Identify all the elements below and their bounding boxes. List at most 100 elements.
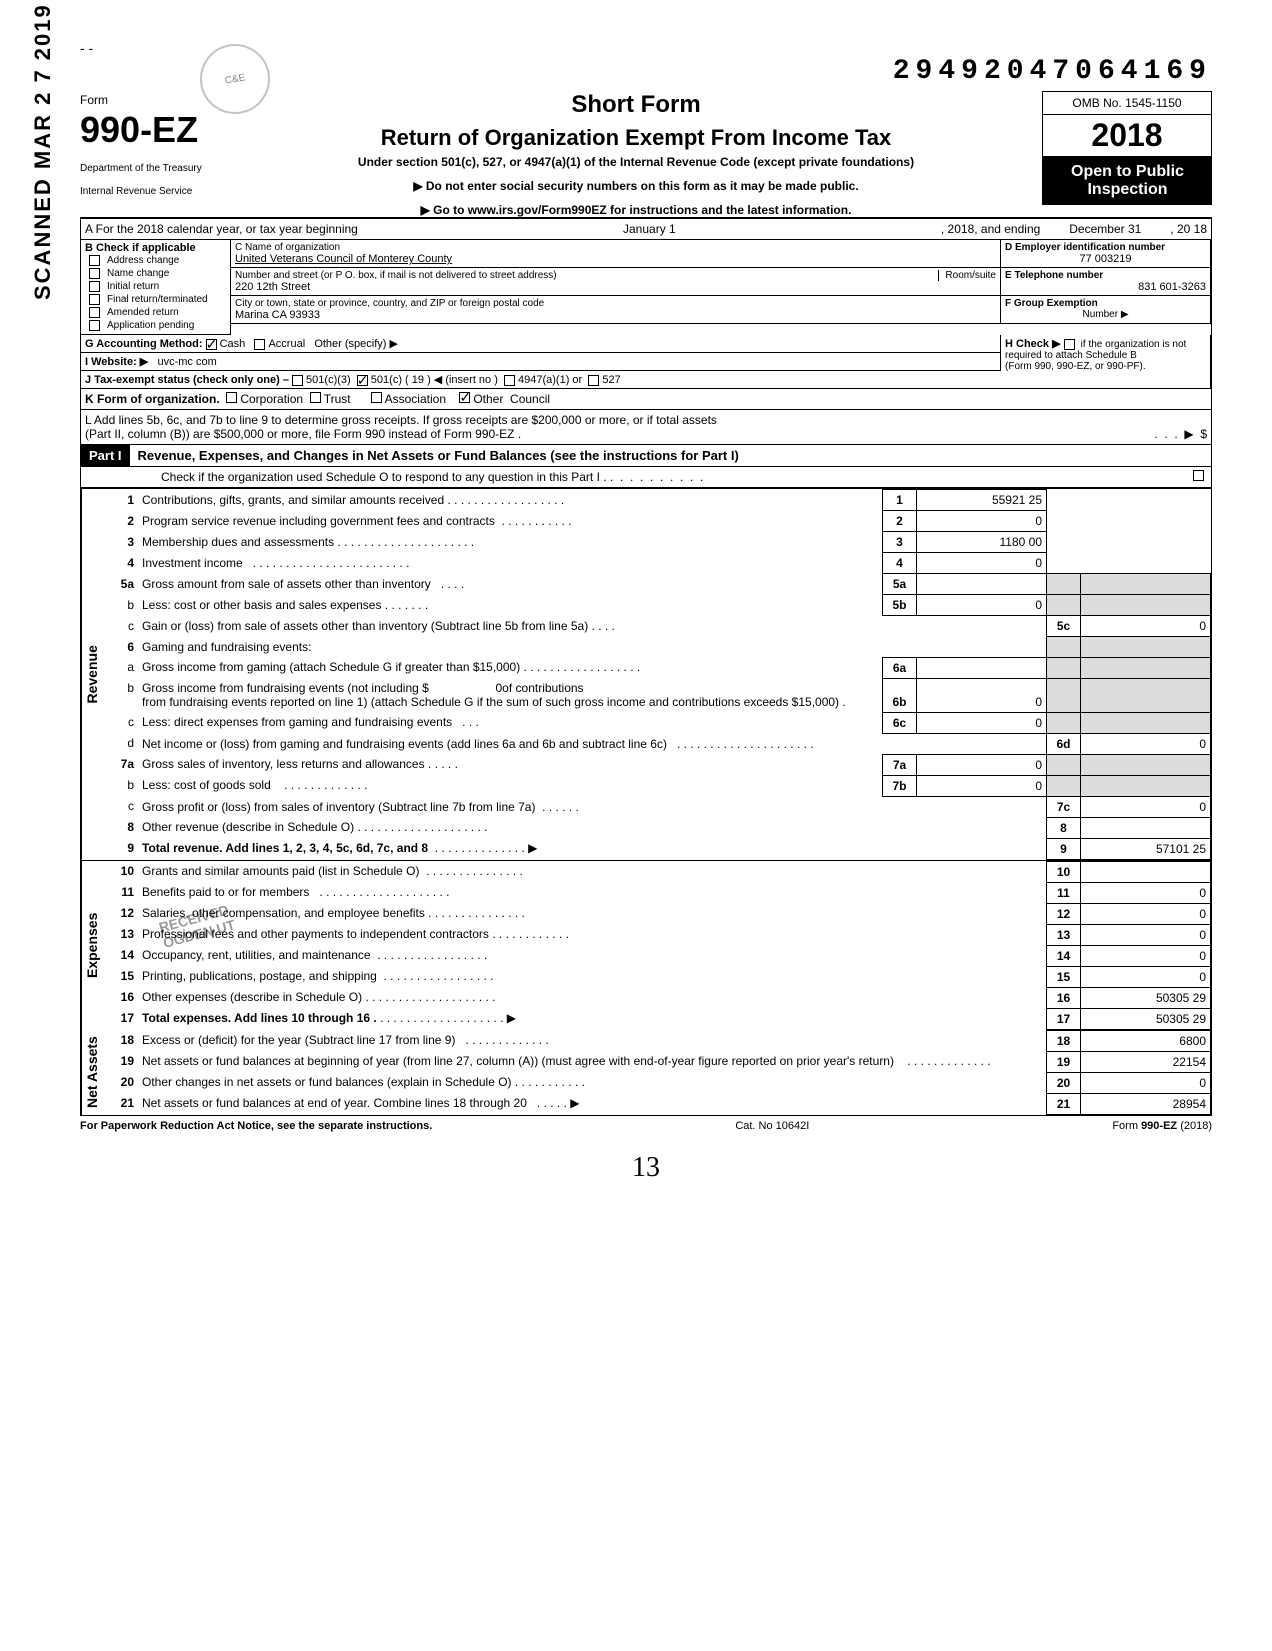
line-12-value: 0	[1081, 903, 1211, 924]
open-public-2: Inspection	[1047, 181, 1208, 199]
scanned-stamp: SCANNED MAR 2 7 2019	[30, 3, 56, 300]
label-initial-return: Initial return	[107, 281, 159, 292]
checkbox-amended-return[interactable]	[89, 307, 100, 318]
revenue-label: Revenue	[81, 489, 102, 860]
ein-value: 77 003219	[1005, 253, 1206, 265]
line-5c-text: Gain or (loss) from sale of assets other…	[138, 616, 1047, 637]
part1-title: Revenue, Expenses, and Changes in Net As…	[130, 448, 739, 463]
footer-cat: Cat. No 10642I	[735, 1120, 809, 1132]
line-15-value: 0	[1081, 966, 1211, 987]
line-5a-value	[917, 574, 1047, 595]
footer-left: For Paperwork Reduction Act Notice, see …	[80, 1120, 432, 1132]
city-label: City or town, state or province, country…	[235, 298, 996, 309]
line-7c-text: Gross profit or (loss) from sales of inv…	[138, 796, 1047, 817]
501c-paren: ) ◀ (insert no )	[427, 374, 498, 386]
label-accrual: Accrual	[268, 338, 305, 350]
line-12-text: Salaries, other compensation, and employ…	[138, 903, 1047, 924]
checkbox-other-org[interactable]	[459, 392, 470, 403]
checkbox-initial-return[interactable]	[89, 281, 100, 292]
section-l-line1: L Add lines 5b, 6c, and 7b to line 9 to …	[85, 413, 1207, 427]
label-trust: Trust	[324, 392, 351, 406]
h-text-2: required to attach Schedule B	[1005, 350, 1206, 361]
label-corporation: Corporation	[240, 392, 303, 406]
website-value: uvc-mc com	[157, 356, 216, 368]
section-e-label: E Telephone number	[1005, 270, 1206, 281]
line-10-text: Grants and similar amounts paid (list in…	[138, 861, 1047, 882]
footer-form: Form 990-EZ (2018)	[1112, 1120, 1212, 1132]
form-prefix: Form	[80, 93, 108, 107]
line-a-end: December 31	[1040, 222, 1170, 236]
checkbox-cash[interactable]	[206, 339, 217, 350]
open-public-1: Open to Public	[1047, 163, 1208, 181]
line-13-value: 0	[1081, 924, 1211, 945]
checkbox-name-change[interactable]	[89, 268, 100, 279]
line-1-value: 55921 25	[917, 490, 1047, 511]
section-l-line2: (Part II, column (B)) are $500,000 or mo…	[85, 427, 521, 441]
checkbox-corporation[interactable]	[226, 392, 237, 403]
checkbox-schedule-b[interactable]	[1064, 339, 1075, 350]
section-k-label: K Form of organization.	[85, 392, 220, 406]
checkbox-address-change[interactable]	[89, 255, 100, 266]
line-5a-text: Gross amount from sale of assets other t…	[138, 574, 883, 595]
line-6-text: Gaming and fundraising events:	[138, 637, 1047, 658]
label-cash: Cash	[220, 338, 246, 350]
line-18-text: Excess or (deficit) for the year (Subtra…	[138, 1030, 1047, 1051]
line-14-text: Occupancy, rent, utilities, and maintena…	[138, 945, 1047, 966]
checkbox-501c[interactable]	[357, 375, 368, 386]
line-7b-text: Less: cost of goods sold . . . . . . . .…	[138, 775, 883, 796]
return-title: Return of Organization Exempt From Incom…	[240, 125, 1032, 151]
line-a-start: January 1	[358, 222, 941, 236]
org-name: United Veterans Council of Monterey Coun…	[235, 253, 996, 265]
line-20-value: 0	[1081, 1072, 1211, 1093]
line-5b-text: Less: cost or other basis and sales expe…	[138, 595, 883, 616]
label-4947: 4947(a)(1) or	[518, 374, 582, 386]
line-2-text: Program service revenue including govern…	[138, 511, 883, 532]
line-8-text: Other revenue (describe in Schedule O) .…	[138, 817, 1047, 838]
line-17-value: 50305 29	[1081, 1008, 1211, 1029]
line-6d-value: 0	[1081, 733, 1211, 754]
line-20-text: Other changes in net assets or fund bala…	[138, 1072, 1047, 1093]
checkbox-final-return[interactable]	[89, 294, 100, 305]
line-10-value	[1081, 861, 1211, 882]
line-19-value: 22154	[1081, 1051, 1211, 1072]
line-18-value: 6800	[1081, 1030, 1211, 1051]
tax-year: 2018	[1043, 115, 1212, 157]
l-dollar: $	[1200, 427, 1207, 441]
checkbox-accrual[interactable]	[254, 339, 265, 350]
checkbox-527[interactable]	[588, 375, 599, 386]
label-other-method: Other (specify) ▶	[314, 338, 398, 350]
phone-value: 831 601-3263	[1005, 281, 1206, 293]
omb-number: OMB No. 1545-1150	[1043, 91, 1212, 115]
form-number: 990-EZ	[80, 109, 198, 150]
other-org-value: Council	[510, 392, 550, 406]
line-16-text: Other expenses (describe in Schedule O) …	[138, 987, 1047, 1008]
checkbox-part1-schedule-o[interactable]	[1193, 470, 1204, 481]
checkbox-trust[interactable]	[310, 392, 321, 403]
line-4-value: 0	[917, 553, 1047, 574]
line-6c-value: 0	[917, 712, 1047, 733]
line-7a-value: 0	[917, 754, 1047, 775]
room-label: Room/suite	[938, 270, 996, 281]
line-5b-value: 0	[917, 595, 1047, 616]
instruction-web: ▶ Go to www.irs.gov/Form990EZ for instru…	[240, 203, 1032, 217]
line-21-value: 28954	[1081, 1093, 1211, 1114]
section-i-label: I Website: ▶	[85, 356, 148, 368]
line-21-text: Net assets or fund balances at end of ye…	[138, 1093, 1047, 1114]
line-3-text: Membership dues and assessments . . . . …	[138, 532, 883, 553]
checkbox-4947[interactable]	[504, 375, 515, 386]
label-application-pending: Application pending	[107, 320, 194, 331]
line-7a-text: Gross sales of inventory, less returns a…	[138, 754, 883, 775]
line-19-text: Net assets or fund balances at beginning…	[138, 1051, 1047, 1072]
checkbox-application-pending[interactable]	[89, 320, 100, 331]
subtitle: Under section 501(c), 527, or 4947(a)(1)…	[240, 155, 1032, 169]
line-a-prefix: A For the 2018 calendar year, or tax yea…	[85, 222, 358, 236]
dept-irs: Internal Revenue Service	[80, 186, 230, 197]
checkbox-association[interactable]	[371, 392, 382, 403]
label-name-change: Name change	[107, 268, 169, 279]
line-a-mid: , 2018, and ending	[941, 222, 1040, 236]
line-4-text: Investment income . . . . . . . . . . . …	[138, 553, 883, 574]
checkbox-501c3[interactable]	[292, 375, 303, 386]
line-6a-value	[917, 657, 1047, 678]
label-address-change: Address change	[107, 255, 179, 266]
part1-tag: Part I	[81, 445, 130, 466]
